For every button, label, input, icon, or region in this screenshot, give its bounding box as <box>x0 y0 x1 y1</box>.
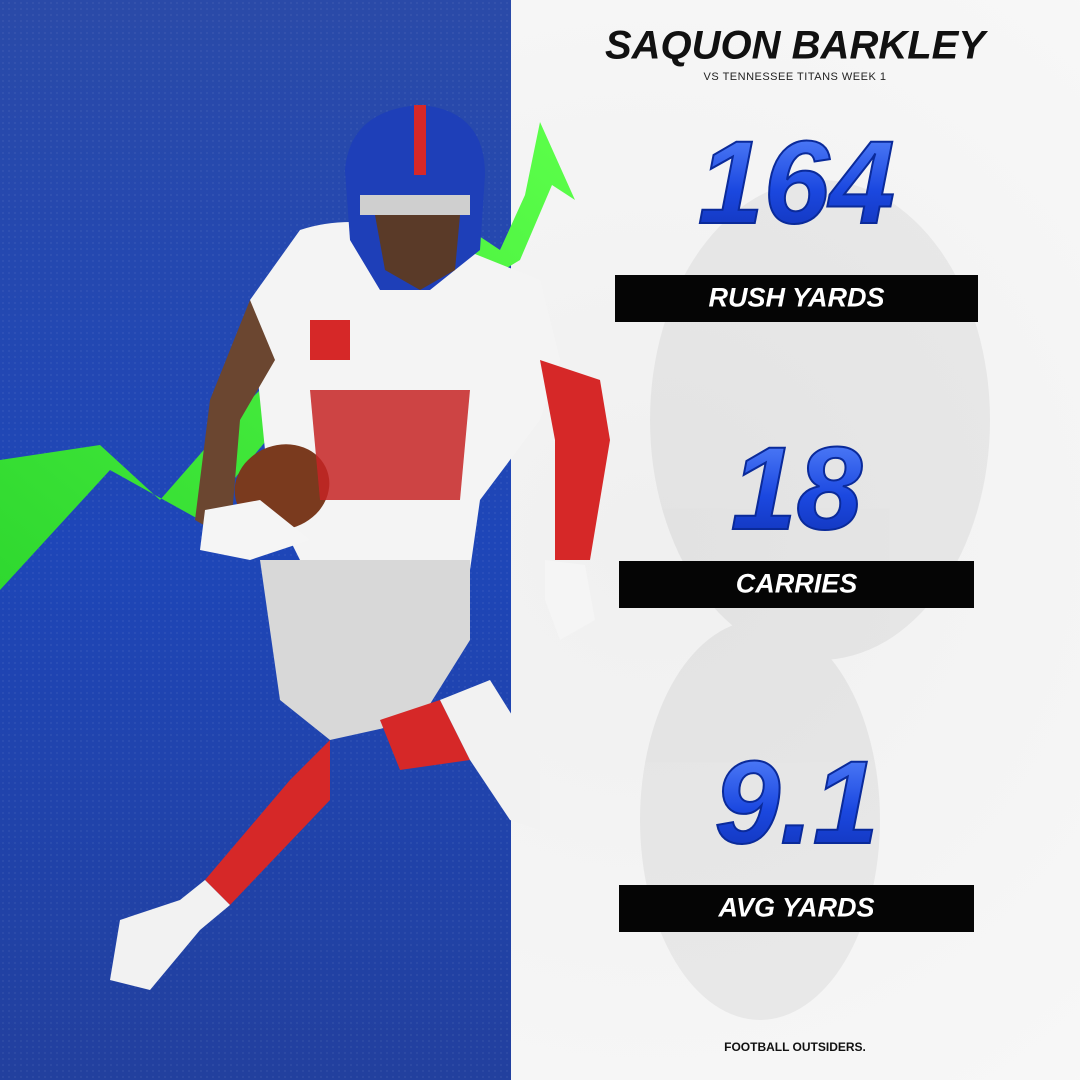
stat-label: RUSH YARDS <box>708 283 884 313</box>
player-name: SAQUON BARKLEY <box>605 24 988 68</box>
stats: 164 RUSH YARDS 18 CARRIES 9.1 AVG YARDS <box>615 116 978 932</box>
stat-value: 18 <box>731 423 863 555</box>
game-subtitle: VS TENNESSEE TITANS WEEK 1 <box>704 71 887 83</box>
stat-value: 164 <box>698 117 895 249</box>
stat-label-box <box>615 275 978 322</box>
stat-label-box <box>619 561 974 608</box>
brand: FOOTBALL OUTSIDERS. <box>724 1040 866 1054</box>
stat-label-box <box>619 885 974 932</box>
stat-label: AVG YARDS <box>717 893 874 923</box>
stat-value: 9.1 <box>714 737 878 869</box>
player-photo <box>110 105 610 990</box>
stat-label: CARRIES <box>736 569 858 599</box>
